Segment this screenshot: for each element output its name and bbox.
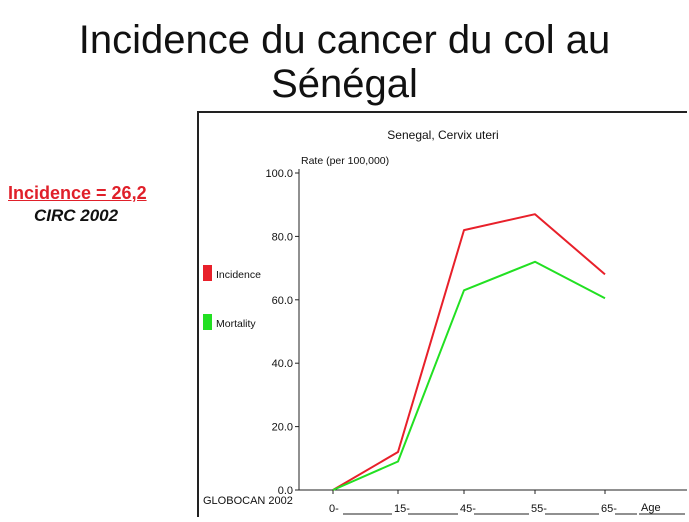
x-tick-label: 0- [329,503,339,515]
series-line-mortality [332,260,606,491]
x-axis-label: Age [641,502,661,514]
y-tick-label: 40.0 [272,358,293,370]
source-label: CIRC 2002 [34,206,119,225]
x-tick-label: 15- [394,503,410,515]
x-tick-label: 45- [460,503,476,515]
chart-footer: GLOBOCAN 2002 [203,495,293,507]
chart-title: Senegal, Cervix uteri [387,128,498,142]
chart-frame: Senegal, Cervix uteri Rate (per 100,000)… [197,111,687,517]
slide-title-line2: Sénégal [271,62,418,106]
y-tick-label: 0.0 [278,485,293,497]
legend-label-incidence: Incidence [216,269,261,281]
incidence-label: Incidence = 26,2 [8,183,147,203]
series-layer [332,213,606,491]
legend-label-mortality: Mortality [216,318,256,330]
series-line-incidence [332,213,606,491]
slide-title-line1: Incidence du cancer du col au [78,18,611,62]
legend-swatch-mortality [203,314,212,330]
y-axis-label: Rate (per 100,000) [301,155,389,167]
y-tick-label: 100.0 [265,168,293,180]
y-tick-label: 20.0 [272,422,293,434]
chart: Senegal, Cervix uteri Rate (per 100,000)… [203,128,687,515]
slide-title: Incidence du cancer du col au Sénégal [0,18,689,106]
legend: Incidence Mortality [203,265,261,330]
legend-swatch-incidence [203,265,212,281]
y-tick-label: 60.0 [272,295,293,307]
axes: 0.0 20.0 40.0 60.0 80.0 100.0 0- 15- 45- 55- 65- [265,168,687,515]
x-tick-label: 65- [601,503,617,515]
x-tick-label: 55- [531,503,547,515]
y-tick-label: 80.0 [272,231,293,243]
side-note: Incidence = 26,2 CIRC 2002 [8,182,188,226]
